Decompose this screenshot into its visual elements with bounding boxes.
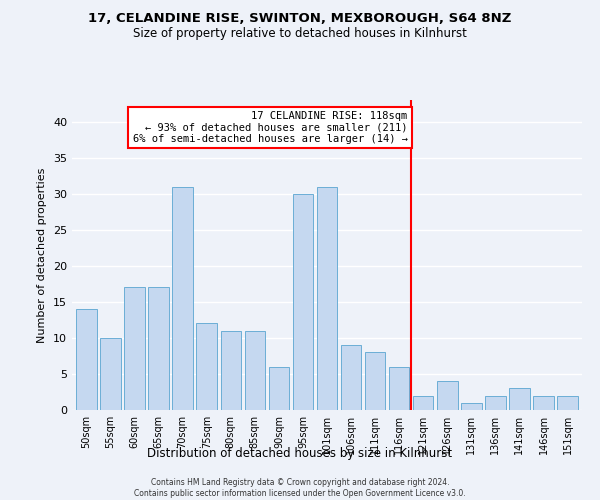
Bar [124,288,145,410]
Bar [245,330,265,410]
Bar [341,345,361,410]
Bar [389,366,409,410]
Bar [413,396,433,410]
Bar [100,338,121,410]
Bar [533,396,554,410]
Bar [509,388,530,410]
Bar [293,194,313,410]
Text: Contains HM Land Registry data © Crown copyright and database right 2024.
Contai: Contains HM Land Registry data © Crown c… [134,478,466,498]
Text: 17, CELANDINE RISE, SWINTON, MEXBOROUGH, S64 8NZ: 17, CELANDINE RISE, SWINTON, MEXBOROUGH,… [88,12,512,26]
Bar [437,381,458,410]
Bar [269,366,289,410]
Bar [557,396,578,410]
Bar [76,309,97,410]
Bar [365,352,385,410]
Bar [461,403,482,410]
Bar [485,396,506,410]
Bar [148,288,169,410]
Bar [221,330,241,410]
Bar [317,186,337,410]
Y-axis label: Number of detached properties: Number of detached properties [37,168,47,342]
Text: 17 CELANDINE RISE: 118sqm
← 93% of detached houses are smaller (211)
6% of semi-: 17 CELANDINE RISE: 118sqm ← 93% of detac… [133,111,407,144]
Text: Distribution of detached houses by size in Kilnhurst: Distribution of detached houses by size … [148,448,452,460]
Bar [172,186,193,410]
Bar [196,324,217,410]
Text: Size of property relative to detached houses in Kilnhurst: Size of property relative to detached ho… [133,28,467,40]
